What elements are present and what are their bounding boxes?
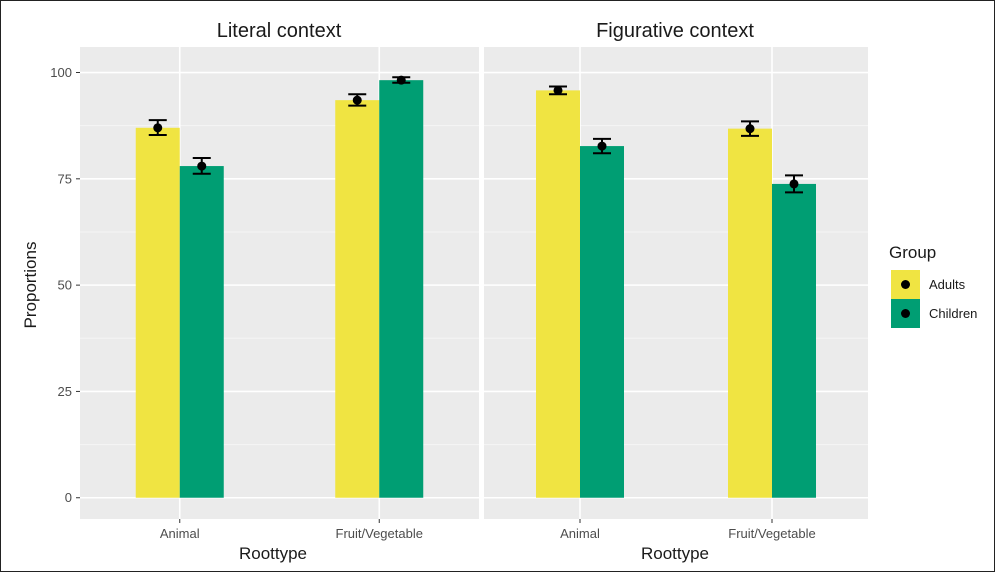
panel-literal-context: Animal Fruit/Vegetable [80,47,479,541]
y-tick-label: 100 [50,65,72,80]
error-bar [348,93,367,107]
panel-figurative-context: Animal Fruit/Vegetable [484,47,868,541]
error-bar [392,75,411,85]
error-bar [549,85,567,96]
bar-children-animal [580,146,624,498]
y-tick-label: 50 [58,278,72,293]
x-tick-label: Fruit/Vegetable [728,526,815,541]
legend-point-adults [901,280,910,289]
mean-point [597,141,607,151]
x-tick-label: Fruit/Vegetable [336,526,423,541]
legend-point-children [901,309,910,318]
y-tick-label: 75 [58,171,72,186]
x-tick-label: Animal [160,526,200,541]
bar-children-fruit-vegetable [379,80,424,498]
mean-point [396,75,406,85]
facet-title-literal: Literal context [217,20,342,42]
error-bar [192,156,211,175]
bar-adults-animal [135,127,180,498]
error-bar [785,174,803,194]
mean-point [745,124,755,134]
y-tick-label: 0 [65,490,72,505]
error-bar [593,137,611,155]
mean-point [789,179,799,189]
legend-title: Group [889,243,936,262]
error-bar [741,120,759,137]
bar-adults-fruit-vegetable [728,128,772,498]
legend-label-children: Children [929,306,977,321]
x-tick-label: Animal [560,526,600,541]
x-axis-title-right: Roottype [641,544,709,563]
y-axis-title: Proportions [21,242,40,329]
mean-point [352,95,362,105]
mean-point [197,161,207,171]
bar-adults-animal [536,90,580,498]
facet-title-figurative: Figurative context [596,20,754,42]
error-bar [148,119,167,137]
x-axis-title-left: Roottype [239,544,307,563]
y-axis: 0 25 50 75 100 [50,65,80,505]
legend: Group Adults Children [889,243,977,328]
y-tick-label: 25 [58,384,72,399]
mean-point [553,85,563,95]
mean-point [153,123,163,133]
legend-label-adults: Adults [929,277,966,292]
bar-adults-fruit-vegetable [335,100,380,498]
bar-children-animal [179,166,224,498]
bar-children-fruit-vegetable [772,183,816,498]
